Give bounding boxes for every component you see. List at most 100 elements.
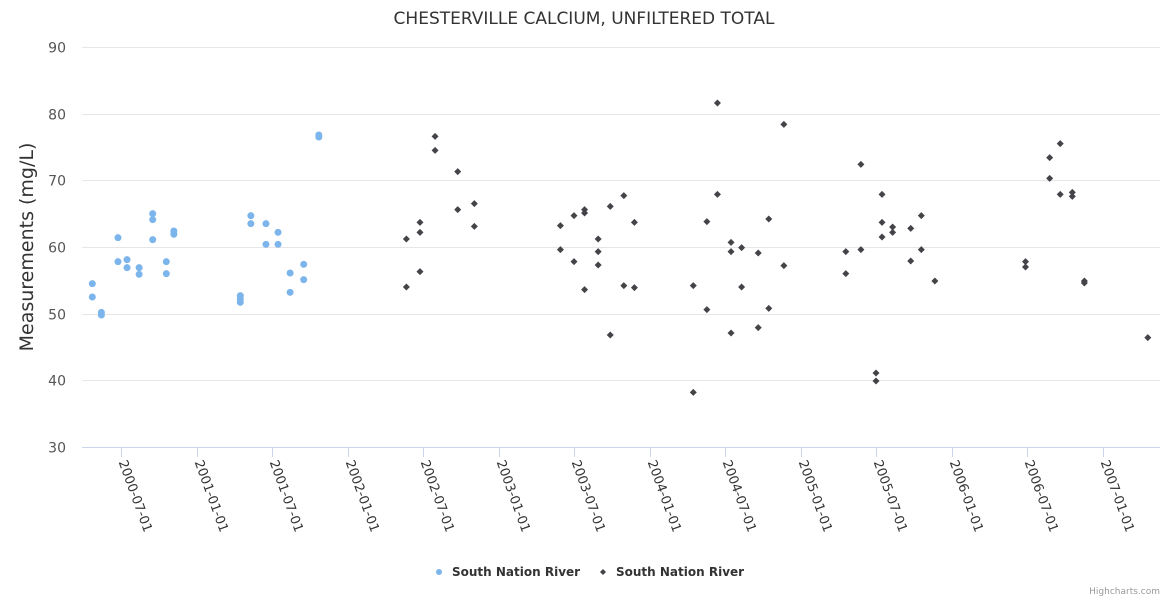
data-point[interactable] (162, 258, 170, 266)
legend-label-series-1[interactable]: South Nation River (452, 565, 580, 579)
data-point[interactable] (315, 133, 323, 141)
data-point[interactable] (300, 260, 308, 268)
data-point[interactable] (1080, 279, 1088, 287)
data-point[interactable] (842, 270, 850, 278)
data-point[interactable] (454, 168, 462, 176)
data-point[interactable] (170, 230, 178, 238)
data-point[interactable] (917, 246, 925, 254)
data-point[interactable] (247, 212, 255, 220)
data-point[interactable] (907, 257, 915, 265)
data-point[interactable] (1046, 174, 1054, 182)
credits-link[interactable]: Highcharts.com (1089, 587, 1160, 597)
data-point[interactable] (630, 284, 638, 292)
data-point[interactable] (123, 256, 131, 264)
data-point[interactable] (1021, 263, 1029, 271)
data-point[interactable] (780, 262, 788, 270)
data-point[interactable] (286, 288, 294, 296)
data-point[interactable] (556, 246, 564, 254)
legend-label-series-2[interactable]: South Nation River (616, 565, 744, 579)
data-point[interactable] (570, 212, 578, 220)
data-point[interactable] (606, 331, 614, 339)
data-point[interactable] (149, 210, 157, 218)
data-point[interactable] (738, 283, 746, 291)
data-point[interactable] (727, 329, 735, 337)
data-point[interactable] (581, 286, 589, 294)
data-point[interactable] (606, 202, 614, 210)
data-point[interactable] (872, 377, 880, 385)
data-point[interactable] (620, 192, 628, 200)
data-point[interactable] (1068, 188, 1076, 196)
data-point[interactable] (765, 304, 773, 312)
data-point[interactable] (274, 228, 282, 236)
data-point[interactable] (738, 244, 746, 252)
data-point[interactable] (114, 234, 122, 242)
legend-item-series-1[interactable]: South Nation River (436, 565, 580, 579)
data-point[interactable] (114, 258, 122, 266)
data-point[interactable] (780, 120, 788, 128)
data-point[interactable] (889, 228, 897, 236)
data-point[interactable] (1021, 258, 1029, 266)
data-point[interactable] (286, 269, 294, 277)
data-point[interactable] (878, 190, 886, 198)
data-point[interactable] (97, 311, 105, 319)
data-point[interactable] (878, 233, 886, 241)
data-point[interactable] (470, 222, 478, 230)
data-point[interactable] (889, 223, 897, 231)
data-point[interactable] (1144, 334, 1152, 342)
data-point[interactable] (416, 268, 424, 276)
data-point[interactable] (931, 277, 939, 285)
data-point[interactable] (713, 99, 721, 107)
data-point[interactable] (1068, 192, 1076, 200)
data-point[interactable] (431, 132, 439, 140)
data-point[interactable] (689, 388, 697, 396)
data-point[interactable] (135, 264, 143, 272)
data-point[interactable] (274, 240, 282, 248)
data-point[interactable] (594, 235, 602, 243)
data-point[interactable] (917, 212, 925, 220)
data-point[interactable] (262, 220, 270, 228)
data-point[interactable] (842, 248, 850, 256)
data-point[interactable] (765, 215, 773, 223)
data-point[interactable] (416, 218, 424, 226)
data-point[interactable] (703, 306, 711, 314)
data-point[interactable] (727, 248, 735, 256)
data-point[interactable] (262, 240, 270, 248)
data-point[interactable] (754, 324, 762, 332)
data-point[interactable] (88, 280, 96, 288)
data-point[interactable] (1056, 190, 1064, 198)
data-point[interactable] (570, 258, 578, 266)
data-point[interactable] (857, 160, 865, 168)
data-point[interactable] (402, 235, 410, 243)
data-point[interactable] (300, 276, 308, 284)
legend-item-series-2[interactable]: South Nation River (600, 565, 744, 579)
data-point[interactable] (402, 283, 410, 291)
data-point[interactable] (123, 264, 131, 272)
data-point[interactable] (907, 224, 915, 232)
data-point[interactable] (727, 238, 735, 246)
data-point[interactable] (416, 228, 424, 236)
data-point[interactable] (630, 218, 638, 226)
data-point[interactable] (1056, 140, 1064, 148)
data-point[interactable] (857, 246, 865, 254)
data-point[interactable] (620, 282, 628, 290)
data-point[interactable] (236, 298, 244, 306)
data-point[interactable] (556, 222, 564, 230)
data-point[interactable] (754, 249, 762, 257)
data-point[interactable] (431, 146, 439, 154)
data-point[interactable] (713, 190, 721, 198)
data-point[interactable] (135, 270, 143, 278)
data-point[interactable] (1046, 154, 1054, 162)
data-point[interactable] (872, 369, 880, 377)
data-point[interactable] (470, 200, 478, 208)
data-point[interactable] (247, 220, 255, 228)
data-point[interactable] (703, 218, 711, 226)
data-point[interactable] (594, 261, 602, 269)
data-point[interactable] (88, 293, 96, 301)
data-point[interactable] (594, 248, 602, 256)
data-point[interactable] (878, 218, 886, 226)
data-point[interactable] (149, 216, 157, 224)
data-point[interactable] (454, 206, 462, 214)
data-point[interactable] (162, 270, 170, 278)
data-point[interactable] (581, 209, 589, 217)
data-point[interactable] (689, 282, 697, 290)
